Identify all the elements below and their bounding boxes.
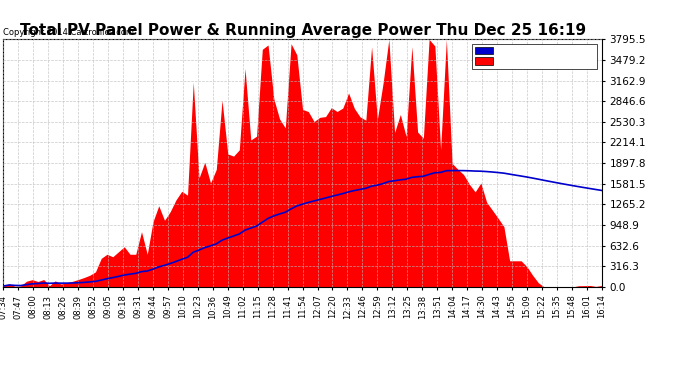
Text: Copyright 2014 Cartronics.com: Copyright 2014 Cartronics.com — [3, 28, 135, 37]
Legend: Average  (DC Watts), PV Panels  (DC Watts): Average (DC Watts), PV Panels (DC Watts) — [472, 44, 597, 69]
Title: Total PV Panel Power & Running Average Power Thu Dec 25 16:19: Total PV Panel Power & Running Average P… — [19, 23, 586, 38]
